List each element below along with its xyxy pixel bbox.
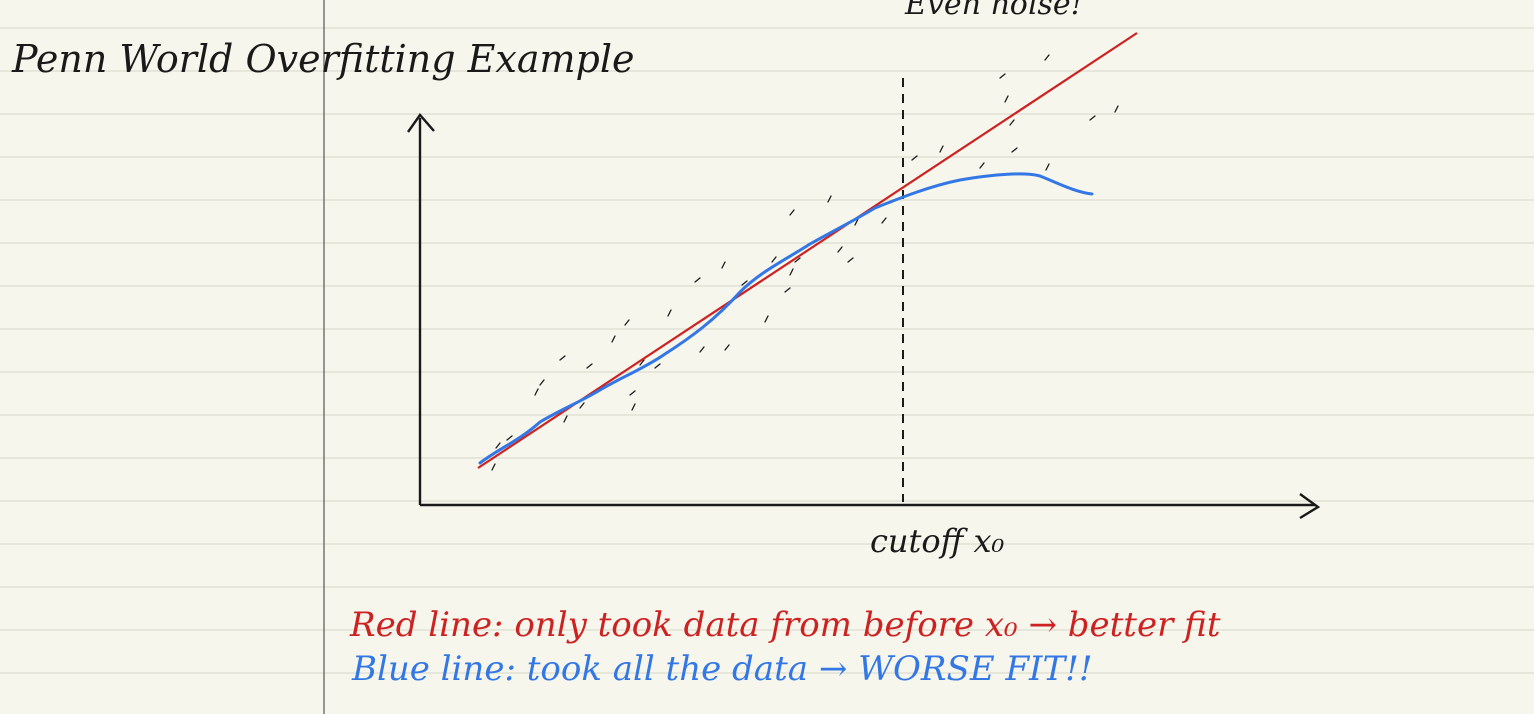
scatter-mark [1044, 54, 1050, 61]
scatter-mark [694, 277, 701, 283]
scatter-mark [789, 268, 794, 276]
scatter-mark [1089, 115, 1096, 121]
scatter-mark [1011, 147, 1018, 153]
scatter-mark [847, 257, 854, 263]
scatter-mark [794, 257, 801, 263]
scatter-mark [559, 355, 566, 361]
top-note: Even noise! [904, 0, 1083, 22]
scatter-mark [764, 315, 769, 323]
scatter-mark [563, 415, 568, 423]
blue-caption: Blue line: took all the data → WORSE FIT… [351, 649, 1092, 689]
scatter-mark [539, 379, 545, 386]
scatter-mark [911, 155, 918, 161]
scatter-mark [1045, 163, 1050, 171]
scatter-mark [495, 442, 501, 449]
scatter-mark [629, 390, 636, 396]
scatter-mark [506, 435, 513, 441]
blue-fit-curve [478, 172, 1094, 465]
scatter-mark [827, 195, 832, 203]
y-axis-arrow [407, 113, 435, 133]
scatter-mark [491, 463, 496, 471]
scatter-mark [999, 73, 1006, 79]
scatter-mark [784, 287, 791, 293]
scatter-mark [534, 388, 539, 396]
scatter-mark [1114, 105, 1119, 113]
scatter-mark [741, 280, 748, 286]
scatter-marks [491, 54, 1119, 471]
scatter-mark [789, 209, 795, 216]
scatter-mark [837, 246, 843, 253]
scatter-mark [979, 162, 985, 169]
scatter-mark [721, 261, 726, 269]
ruled-lines [0, 27, 1534, 674]
scatter-mark [639, 359, 645, 366]
red-caption: Red line: only took data from before x₀ … [349, 605, 1221, 645]
scatter-mark [699, 346, 705, 353]
scatter-mark [854, 218, 859, 226]
scatter-mark [654, 363, 661, 369]
scatter-mark [586, 363, 593, 369]
x-axis-arrow [1299, 493, 1321, 520]
scatter-mark [631, 403, 636, 411]
scatter-mark [724, 344, 730, 351]
scatter-mark [1004, 95, 1009, 103]
cutoff-label: cutoff x₀ [870, 522, 1005, 560]
scatter-mark [771, 256, 777, 263]
scatter-mark [1009, 119, 1015, 126]
scatter-mark [939, 145, 944, 153]
scatter-mark [579, 402, 585, 409]
scatter-mark [624, 319, 630, 326]
axes [407, 113, 1321, 520]
scatter-mark [881, 217, 887, 224]
scatter-mark [611, 335, 616, 343]
scatter-mark [667, 309, 672, 317]
page-title: Penn World Overfitting Example [11, 37, 634, 81]
